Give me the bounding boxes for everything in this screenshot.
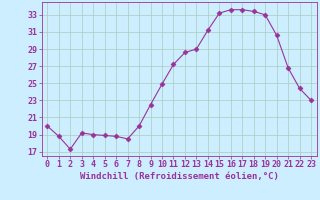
X-axis label: Windchill (Refroidissement éolien,°C): Windchill (Refroidissement éolien,°C) <box>80 172 279 181</box>
